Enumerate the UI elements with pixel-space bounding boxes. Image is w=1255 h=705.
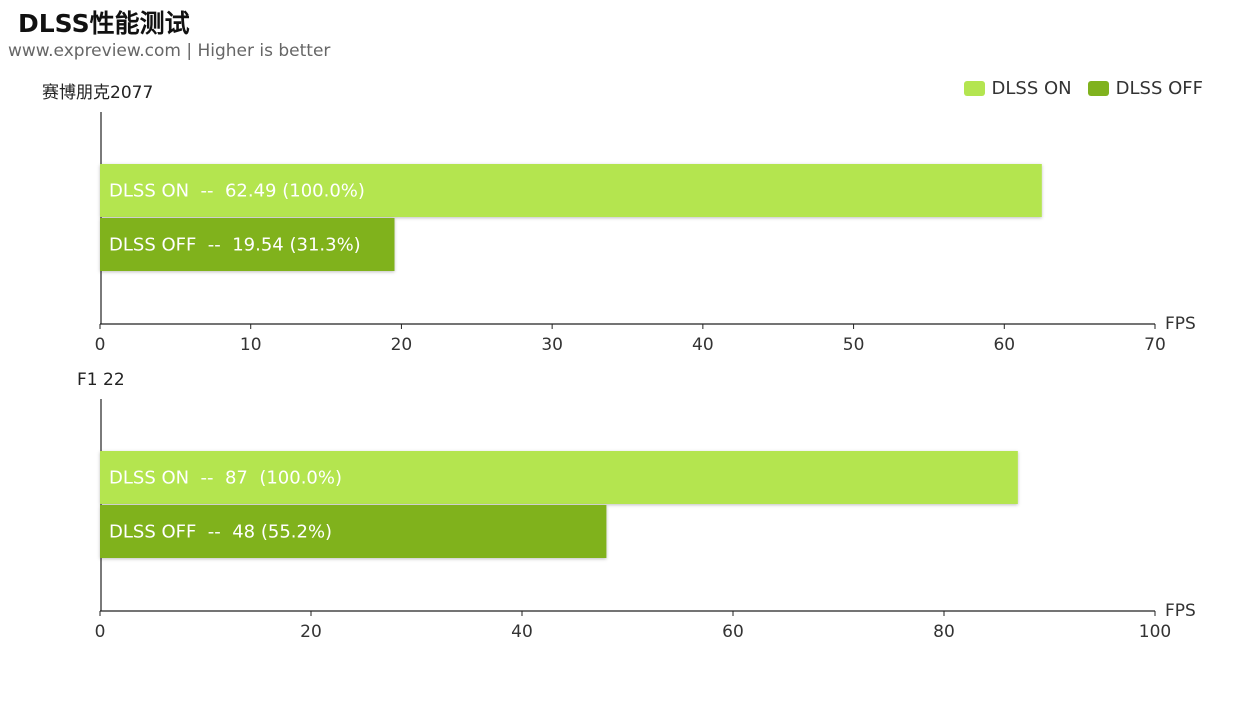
bar-dlss-off[interactable] bbox=[100, 505, 607, 558]
x-tick-label: 60 bbox=[722, 622, 744, 642]
legend-swatch-dlss-on bbox=[963, 81, 985, 96]
panel-title: 赛博朋克2077 bbox=[42, 82, 153, 103]
x-tick-label: 0 bbox=[95, 335, 106, 355]
x-tick-label: 20 bbox=[391, 335, 413, 355]
x-tick-label: 100 bbox=[1139, 622, 1171, 642]
legend-item-dlss-off[interactable]: DLSS OFF bbox=[1087, 78, 1203, 99]
bar-dlss-off[interactable] bbox=[100, 218, 395, 271]
bar-dlss-on[interactable] bbox=[100, 164, 1042, 217]
bar-data-label: DLSS OFF -- 19.54 (31.3%) bbox=[109, 235, 361, 256]
x-tick-label: 70 bbox=[1144, 335, 1166, 355]
x-axis-label: FPS bbox=[1165, 601, 1196, 621]
legend-label-dlss-off: DLSS OFF bbox=[1115, 78, 1203, 99]
legend-swatch-dlss-off bbox=[1087, 81, 1109, 96]
x-tick-label: 10 bbox=[240, 335, 262, 355]
x-tick-label: 40 bbox=[692, 335, 714, 355]
bar-dlss-on[interactable] bbox=[100, 451, 1018, 504]
legend-item-dlss-on[interactable]: DLSS ON bbox=[963, 78, 1072, 99]
legend: DLSS ON DLSS OFF bbox=[948, 78, 1203, 99]
x-tick-label: 60 bbox=[993, 335, 1015, 355]
chart-title: DLSS性能测试 bbox=[18, 9, 190, 38]
bar-data-label: DLSS ON -- 87 (100.0%) bbox=[109, 468, 342, 489]
x-tick-label: 40 bbox=[511, 622, 533, 642]
x-tick-label: 0 bbox=[95, 622, 106, 642]
x-tick-label: 80 bbox=[933, 622, 955, 642]
bar-data-label: DLSS OFF -- 48 (55.2%) bbox=[109, 522, 332, 543]
legend-label-dlss-on: DLSS ON bbox=[991, 78, 1072, 99]
panel-title: F1 22 bbox=[77, 370, 125, 390]
x-tick-label: 20 bbox=[300, 622, 322, 642]
bar-data-label: DLSS ON -- 62.49 (100.0%) bbox=[109, 181, 365, 202]
chart-subtitle: www.expreview.com | Higher is better bbox=[8, 41, 331, 61]
x-tick-label: 50 bbox=[843, 335, 865, 355]
x-axis-label: FPS bbox=[1165, 314, 1196, 334]
x-tick-label: 30 bbox=[541, 335, 563, 355]
